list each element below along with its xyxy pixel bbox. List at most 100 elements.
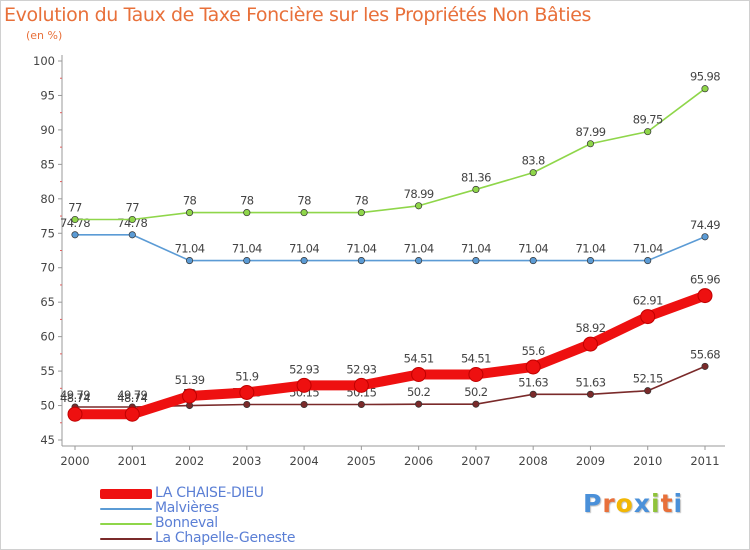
y-tick-label: 45 <box>40 433 55 447</box>
data-point <box>300 400 308 409</box>
chart-subtitle: (en %) <box>26 29 63 42</box>
data-label: 78 <box>240 194 254 208</box>
data-point <box>472 257 480 265</box>
data-point <box>582 336 598 352</box>
data-point <box>128 231 136 239</box>
y-tick-label: 60 <box>40 330 55 344</box>
data-label: 51.63 <box>518 375 548 389</box>
legend-label: Malvières <box>155 500 219 516</box>
legend-label: LA CHAISE-DIEU <box>155 485 264 501</box>
data-point <box>353 377 369 393</box>
data-label: 49.79 <box>60 388 90 402</box>
data-point <box>128 215 136 224</box>
data-label: 95.98 <box>690 70 720 84</box>
y-tick-label: 80 <box>40 192 55 206</box>
series-line <box>74 365 706 408</box>
y-tick-label: 90 <box>40 123 55 137</box>
data-point <box>697 288 713 304</box>
proxiti-logo: Proxiti <box>583 489 683 518</box>
logo-letter: i <box>651 489 661 518</box>
data-label: 55.68 <box>690 347 720 361</box>
data-point <box>300 209 308 217</box>
data-point <box>243 400 251 409</box>
logo-letter: o <box>615 489 634 518</box>
data-label: 87.99 <box>575 125 605 139</box>
data-label: 55.6 <box>522 344 545 358</box>
series-line <box>74 233 706 262</box>
data-label: 71.04 <box>518 242 548 256</box>
data-point <box>640 309 656 325</box>
logo-letter: r <box>602 489 616 518</box>
data-label: 54.51 <box>404 351 434 365</box>
data-label: 81.36 <box>461 170 491 184</box>
data-point <box>472 185 480 193</box>
data-point <box>644 128 652 136</box>
data-label: 71.04 <box>633 242 663 256</box>
data-point <box>124 406 140 422</box>
data-point <box>357 257 365 265</box>
data-point <box>239 384 255 400</box>
data-label: 74.49 <box>690 218 720 232</box>
data-label: 71.04 <box>346 242 376 256</box>
series-line <box>70 290 710 420</box>
data-point <box>300 257 308 265</box>
data-point <box>415 202 423 210</box>
x-tick-label: 2009 <box>576 454 605 468</box>
data-label: 50.2 <box>464 385 487 399</box>
data-label: 71.04 <box>232 242 262 256</box>
data-point <box>411 366 427 382</box>
chart-title: Evolution du Taux de Taxe Foncière sur l… <box>4 4 592 26</box>
data-label: 71.04 <box>461 242 491 256</box>
data-point <box>529 390 537 398</box>
data-label: 52.93 <box>346 362 376 376</box>
data-label: 78 <box>183 194 197 208</box>
data-label: 71.04 <box>175 242 205 256</box>
data-label: 77 <box>68 200 82 214</box>
data-point <box>529 257 537 265</box>
data-label: 78.99 <box>404 187 434 201</box>
data-label: 62.91 <box>633 294 663 308</box>
data-point <box>357 400 365 409</box>
x-tick-label: 2002 <box>175 454 204 468</box>
data-label: 50.2 <box>407 385 430 399</box>
data-label: 51.39 <box>175 373 205 387</box>
data-label: 89.75 <box>633 113 663 127</box>
y-tick-label: 75 <box>40 226 55 240</box>
series-line <box>74 87 706 221</box>
x-tick-label: 2001 <box>118 454 147 468</box>
data-label: 77 <box>126 200 140 214</box>
data-label: 51.9 <box>235 369 258 383</box>
data-point <box>529 169 537 177</box>
data-point <box>525 359 541 375</box>
y-tick-label: 65 <box>40 295 55 309</box>
data-point <box>296 377 312 393</box>
data-point <box>415 257 423 265</box>
y-tick-label: 95 <box>40 88 55 102</box>
data-point <box>71 215 79 224</box>
data-point <box>586 257 595 265</box>
x-tick-label: 2004 <box>289 454 318 468</box>
x-tick-label: 2010 <box>633 454 662 468</box>
legend-swatch <box>100 488 152 499</box>
y-tick-label: 70 <box>40 261 55 275</box>
x-tick-label: 2003 <box>232 454 261 468</box>
data-label: 71.04 <box>289 242 319 256</box>
data-point <box>182 388 198 404</box>
data-point <box>185 257 194 265</box>
data-label: 48.74 <box>60 391 90 405</box>
data-point <box>472 400 480 408</box>
data-label: 54.51 <box>461 351 491 365</box>
data-point <box>701 362 709 370</box>
data-point <box>586 140 595 148</box>
data-label: 58.92 <box>575 321 605 335</box>
data-point <box>586 390 595 398</box>
data-point <box>701 85 709 93</box>
data-point <box>701 233 709 241</box>
legend-swatch <box>100 507 152 510</box>
data-point <box>357 209 365 217</box>
data-point <box>644 387 652 395</box>
data-point <box>243 209 251 217</box>
data-point <box>415 400 423 408</box>
y-tick-label: 55 <box>40 364 55 378</box>
x-tick-label: 2008 <box>519 454 548 468</box>
